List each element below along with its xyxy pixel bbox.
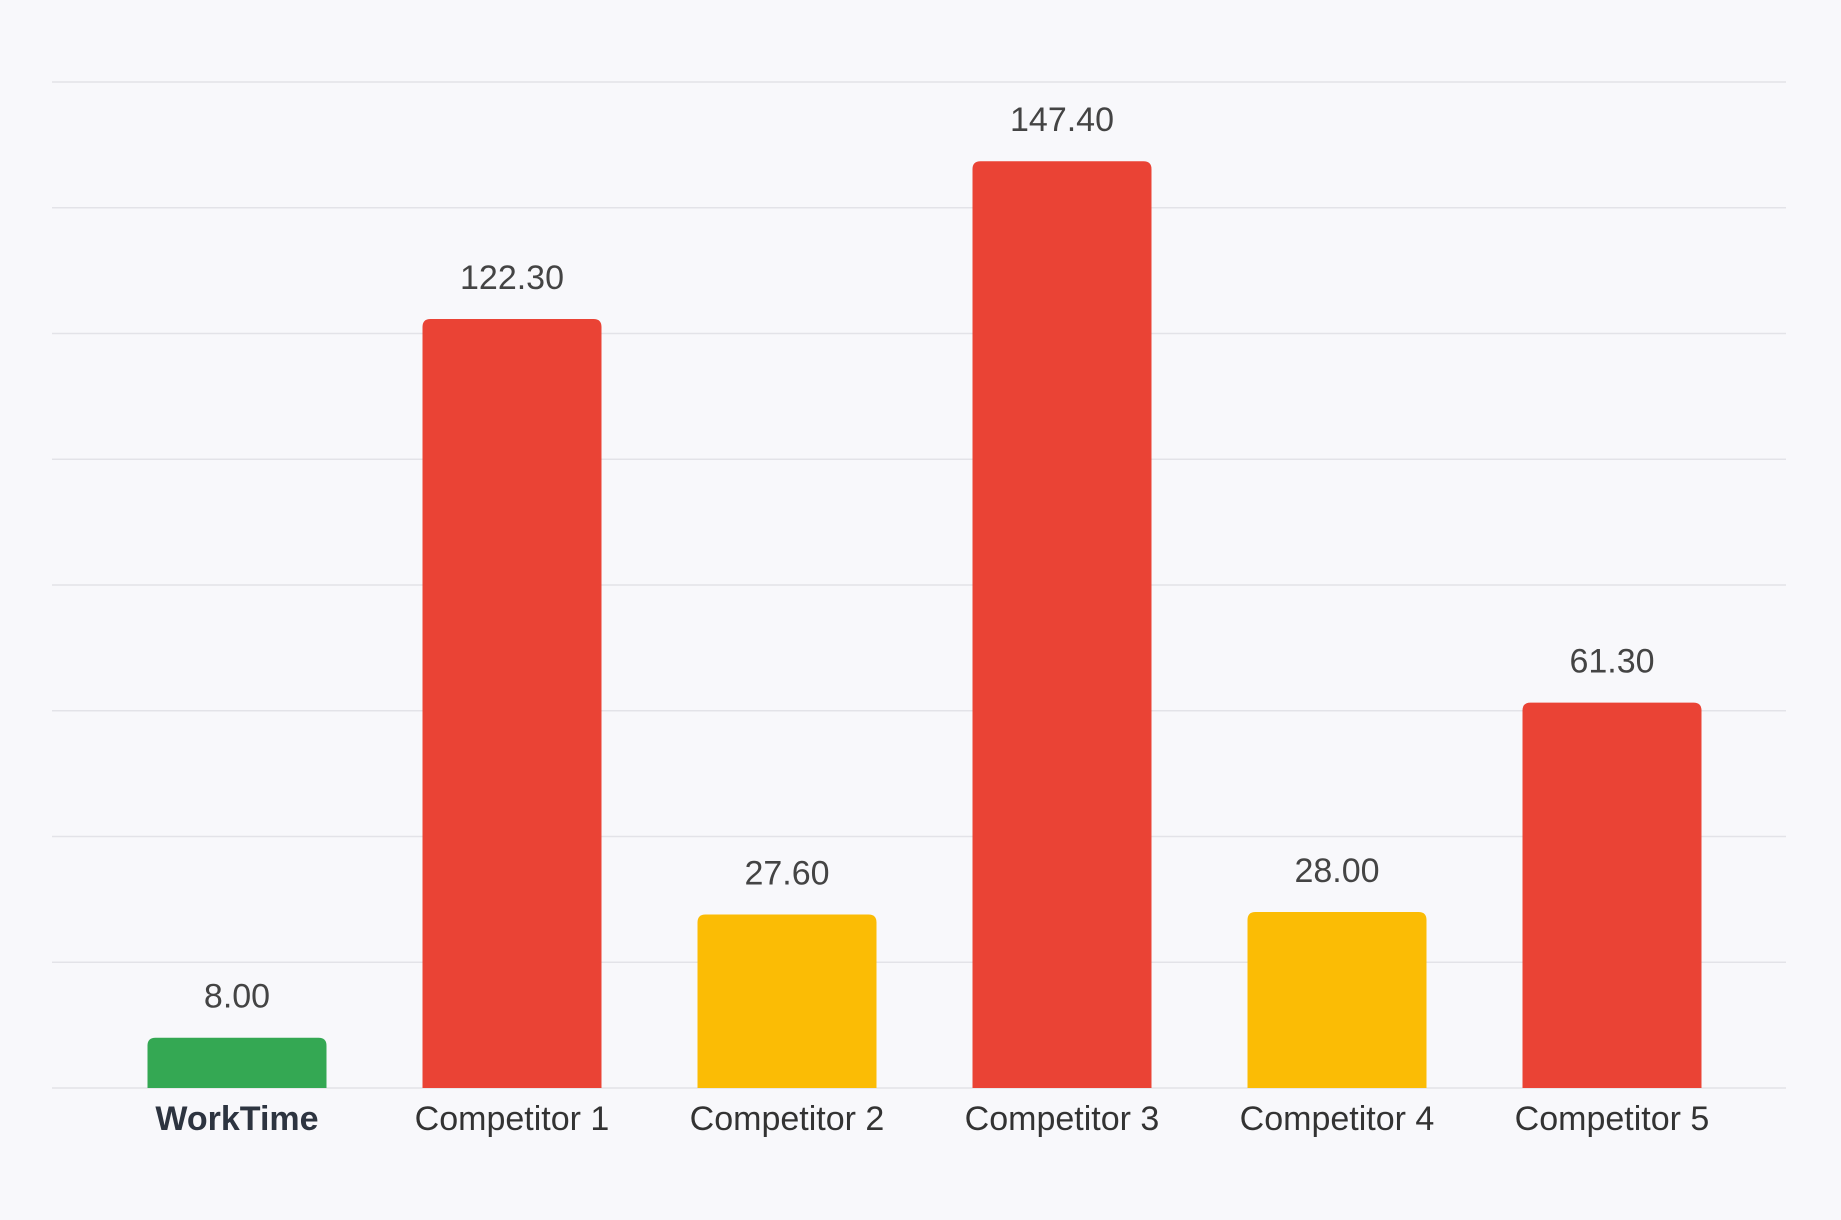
bar-competitor-3 bbox=[972, 161, 1152, 1088]
category-label: Competitor 2 bbox=[690, 1100, 885, 1138]
value-label: 28.00 bbox=[1294, 852, 1379, 890]
category-label: Competitor 1 bbox=[415, 1100, 610, 1138]
value-label: 147.40 bbox=[1010, 101, 1114, 139]
category-label: WorkTime bbox=[155, 1100, 318, 1138]
bar-competitor-1 bbox=[422, 319, 602, 1088]
value-label: 122.30 bbox=[460, 259, 564, 297]
bar-competitor-5 bbox=[1522, 702, 1702, 1088]
category-label: Competitor 3 bbox=[965, 1100, 1160, 1138]
category-label: Competitor 5 bbox=[1515, 1100, 1710, 1138]
bar-worktime bbox=[147, 1037, 327, 1088]
category-labels: WorkTime Competitor 1 Competitor 2 Competit… bbox=[155, 1100, 1709, 1138]
value-labels: 8.00 122.30 27.60 147.40 28.00 61.30 bbox=[204, 101, 1655, 1015]
bar-competitor-4 bbox=[1247, 911, 1427, 1088]
value-label: 61.30 bbox=[1569, 643, 1654, 681]
category-label: Competitor 4 bbox=[1240, 1100, 1435, 1138]
value-label: 8.00 bbox=[204, 978, 270, 1016]
bar-competitor-2 bbox=[697, 914, 877, 1088]
bars bbox=[147, 161, 1702, 1088]
value-label: 27.60 bbox=[744, 854, 829, 892]
gridlines bbox=[52, 81, 1786, 1089]
